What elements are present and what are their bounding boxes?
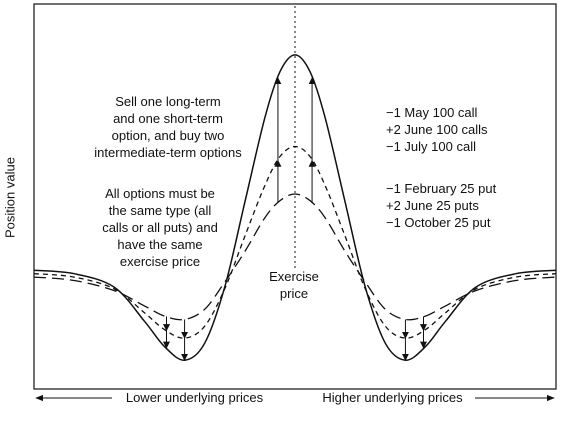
rule-line: exercise price: [80, 253, 240, 270]
call-line: −1 May 100 call: [386, 104, 556, 121]
strategy-line: option, and buy two: [78, 127, 258, 144]
call-line: −1 July 100 call: [386, 138, 556, 155]
strategy-line: and one short-term: [78, 110, 258, 127]
put-line: −1 February 25 put: [386, 180, 556, 197]
call-line: +2 June 100 calls: [386, 121, 556, 138]
lower-prices-caption: Lower underlying prices: [112, 390, 277, 405]
put-example-text: −1 February 25 put +2 June 25 puts −1 Oc…: [386, 180, 556, 231]
strategy-text: Sell one long-term and one short-term op…: [78, 93, 258, 161]
rule-line: have the same: [80, 236, 240, 253]
rule-line: the same type (all: [80, 202, 240, 219]
strategy-line: intermediate-term options: [78, 144, 258, 161]
rule-text: All options must be the same type (all c…: [80, 185, 240, 270]
rule-line: calls or all puts) and: [80, 219, 240, 236]
call-example-text: −1 May 100 call +2 June 100 calls −1 Jul…: [386, 104, 556, 155]
higher-prices-caption: Higher underlying prices: [310, 390, 475, 405]
exercise-label-line: price: [250, 285, 338, 302]
rule-line: All options must be: [80, 185, 240, 202]
put-line: +2 June 25 puts: [386, 197, 556, 214]
exercise-price-label: Exercise price: [250, 268, 338, 302]
put-line: −1 October 25 put: [386, 214, 556, 231]
y-axis-label: Position value: [3, 148, 18, 248]
exercise-label-line: Exercise: [250, 268, 338, 285]
strategy-line: Sell one long-term: [78, 93, 258, 110]
